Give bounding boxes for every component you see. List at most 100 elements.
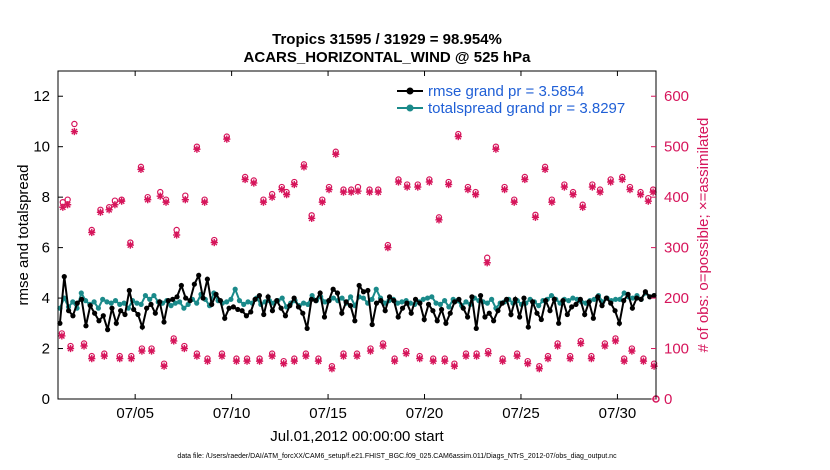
rmse-point <box>317 290 323 296</box>
x-axis: 07/05 07/10 07/15 07/20 07/25 07/30 <box>116 71 636 422</box>
legend-spread-marker <box>406 104 414 112</box>
y-right-tick-label: 100 <box>664 341 689 358</box>
y-left-tick-label: 0 <box>42 391 50 408</box>
rmse-point <box>300 310 306 316</box>
obs-assimilated-point <box>138 347 146 355</box>
legend-rmse-label: rmse grand pr = 3.5854 <box>428 83 584 100</box>
series-line-layer <box>57 272 657 333</box>
rmse-point <box>464 314 471 320</box>
obs-assimilated-point <box>325 185 333 194</box>
rmse-point <box>126 287 132 294</box>
rmse-point <box>152 310 158 316</box>
y-left-tick-label: 4 <box>42 290 50 307</box>
obs-assimilated-point <box>105 206 113 214</box>
obs-assimilated-point <box>620 357 628 365</box>
rmse-point <box>469 294 475 300</box>
obs-assimilated-point <box>649 188 657 196</box>
obs-assimilated-point <box>544 355 552 363</box>
rmse-point <box>517 314 523 320</box>
totalspread-point <box>565 298 572 304</box>
y-axis-left-label: rmse and totalspread <box>15 165 32 306</box>
rmse-point <box>282 313 289 319</box>
obs-assimilated-point <box>268 193 276 201</box>
totalspread-point <box>420 296 426 302</box>
rmse-point <box>308 296 315 302</box>
totalspread-point <box>112 298 119 304</box>
totalspread-point <box>570 295 576 301</box>
rmse-point <box>560 298 566 304</box>
obs-assimilated-point <box>339 188 348 196</box>
totalspread-point <box>177 299 183 305</box>
obs-assimilated-point <box>268 352 276 360</box>
x-tick-label: 07/30 <box>599 405 637 422</box>
obs-assimilated-point <box>282 191 291 199</box>
x-tick-label: 07/05 <box>116 405 154 422</box>
rmse-point <box>330 286 336 292</box>
rmse-point <box>61 274 67 280</box>
rmse-point <box>582 311 588 318</box>
rmse-point <box>356 282 362 289</box>
obs-assimilated-point <box>354 187 362 195</box>
rmse-point <box>621 298 627 304</box>
rmse-point <box>425 301 432 307</box>
totalspread-point <box>78 290 84 296</box>
totalspread-point <box>630 295 636 301</box>
totalspread-point <box>100 296 106 302</box>
rmse-point <box>625 291 631 297</box>
rmse-point <box>57 320 63 326</box>
totalspread-point <box>437 301 443 307</box>
rmse-point <box>70 313 76 319</box>
y-left-tick-label: 6 <box>42 240 50 257</box>
rmse-point <box>187 298 193 304</box>
rmse-point <box>148 301 154 307</box>
obs-assimilated-point <box>524 360 532 368</box>
rmse-point <box>430 308 436 314</box>
obs-assimilated-point <box>554 342 562 350</box>
obs-assimilated-point <box>181 196 189 204</box>
obs-assimilated-point <box>425 178 433 186</box>
x-tick-label: 07/20 <box>406 405 444 422</box>
obs-assimilated-point <box>510 198 518 206</box>
obs-assimilated-point <box>587 355 595 363</box>
obs-assimilated-point <box>70 127 78 136</box>
rmse-point <box>530 299 536 305</box>
totalspread-point <box>373 286 379 292</box>
rmse-point <box>521 295 527 301</box>
rmse-point <box>391 298 397 304</box>
rmse-point <box>404 300 410 306</box>
totalspread-point <box>407 300 414 306</box>
rmse-point <box>499 300 505 306</box>
totalspread-point <box>181 305 187 311</box>
rmse-point <box>382 308 388 314</box>
obs-assimilated-point <box>147 347 156 355</box>
obs-assimilated-point <box>201 198 209 206</box>
rmse-point <box>651 292 657 299</box>
obs-count-layer <box>58 120 660 403</box>
obs-assimilated-point <box>203 357 212 365</box>
totalspread-point <box>117 301 123 307</box>
rmse-point <box>170 296 176 302</box>
totalspread-point <box>300 300 307 306</box>
rmse-point <box>347 303 354 309</box>
obs-assimilated-point <box>314 357 323 365</box>
totalspread-point <box>360 295 367 301</box>
obs-assimilated-point <box>126 241 134 249</box>
y-left-tick-label: 8 <box>42 189 50 206</box>
obs-assimilated-point <box>628 347 636 355</box>
totalspread-point <box>484 300 490 306</box>
rmse-point <box>278 305 284 311</box>
totalspread-point <box>613 296 619 302</box>
obs-assimilated-point <box>636 191 645 199</box>
rmse-point <box>569 304 575 310</box>
rmse-point <box>473 325 479 331</box>
obs-assimilated-point <box>416 355 424 363</box>
totalspread-point <box>91 299 97 305</box>
rmse-point <box>608 300 614 306</box>
rmse-point <box>100 313 106 319</box>
rmse-point <box>573 301 579 307</box>
rmse-point <box>603 295 609 301</box>
rmse-point <box>74 300 80 306</box>
chart-title-line2: ACARS_HORIZONTAL_WIND @ 525 hPa <box>244 49 532 66</box>
totalspread-point <box>621 290 627 296</box>
obs-assimilated-point <box>639 357 648 365</box>
